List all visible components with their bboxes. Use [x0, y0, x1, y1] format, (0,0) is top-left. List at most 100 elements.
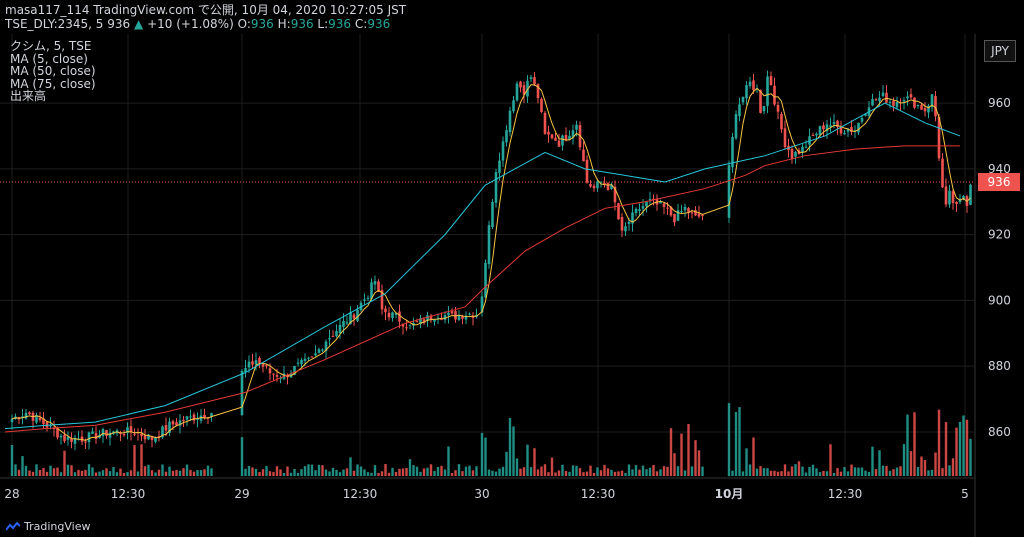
legend-ma75[interactable]: MA (75, close): [10, 76, 96, 91]
candle-body: [564, 134, 568, 141]
candle-body: [839, 127, 843, 134]
volume-bar: [962, 415, 965, 476]
volume-bar: [108, 471, 112, 476]
volume-bar: [59, 472, 63, 476]
volume-bar: [624, 472, 627, 476]
volume-bar: [501, 466, 505, 476]
candle-body: [468, 313, 471, 315]
currency-button[interactable]: JPY: [984, 40, 1016, 62]
volume-bar: [776, 471, 780, 476]
volume-bar: [613, 471, 617, 476]
volume-bar: [171, 470, 175, 476]
candle-body: [648, 198, 652, 200]
volume-bar: [447, 446, 450, 476]
volume-bar: [620, 470, 624, 476]
candle-body: [154, 437, 157, 442]
volume-bar: [585, 471, 589, 476]
y-tick-label: 920: [988, 228, 1011, 242]
legend-ma5[interactable]: MA (5, close): [10, 51, 88, 66]
candle-body: [864, 114, 867, 116]
volume-bar: [599, 470, 603, 476]
candle-body: [627, 221, 631, 225]
candle-body: [557, 140, 561, 147]
volume-bar: [839, 471, 843, 476]
candle-body: [825, 124, 829, 132]
volume-bar: [690, 466, 694, 476]
x-tick-label: 12:30: [111, 487, 146, 501]
volume-bar: [592, 472, 596, 476]
candle-body: [522, 85, 526, 95]
volume-bar: [345, 468, 349, 476]
x-tick-label: 30: [474, 487, 489, 501]
candle-body: [443, 314, 447, 320]
candle-body: [66, 436, 70, 440]
ohlc-open-value: 936: [250, 17, 274, 31]
candle-body: [56, 427, 59, 438]
candle-body: [533, 77, 536, 85]
volume-bar: [540, 466, 543, 476]
legend-volume[interactable]: 出来高: [10, 89, 47, 103]
volume-bar: [398, 468, 401, 476]
candle-body: [645, 201, 648, 207]
volume-bar: [669, 428, 673, 476]
volume-bar: [596, 467, 599, 476]
ma5-line: [11, 84, 971, 442]
candle-body: [776, 104, 780, 112]
volume-bar: [603, 464, 606, 476]
volume-bar: [324, 469, 328, 476]
volume-bar: [133, 445, 136, 476]
candle-body: [909, 94, 913, 98]
legend-symbol[interactable]: クシム, 5, TSE: [10, 39, 92, 53]
volume-bar: [115, 472, 119, 476]
volume-bar: [87, 464, 91, 476]
volume-bar: [136, 471, 140, 476]
candle-body: [199, 415, 203, 421]
candle-body: [582, 149, 585, 162]
candle-body: [244, 368, 247, 373]
volume-bar: [412, 465, 415, 476]
candle-body: [129, 426, 133, 433]
volume-bar: [617, 471, 620, 476]
candle-body: [258, 357, 261, 363]
candle-body: [734, 114, 738, 139]
volume-bar: [310, 464, 314, 476]
volume-bar: [35, 464, 38, 476]
candle-body: [766, 76, 769, 106]
volume-bar: [240, 437, 244, 476]
y-tick-label: 940: [988, 162, 1011, 176]
candle-body: [387, 312, 391, 318]
candle-body: [38, 417, 42, 421]
volume-bar: [804, 472, 808, 476]
volume-bar: [56, 467, 59, 476]
candle-body: [377, 281, 380, 292]
candle-body: [731, 137, 734, 168]
candle-body: [310, 356, 314, 358]
volume-bar: [892, 469, 895, 476]
legend-ma50[interactable]: MA (50, close): [10, 64, 96, 78]
candle-body: [324, 341, 328, 352]
candle-body: [42, 418, 45, 425]
volume-bar: [797, 461, 801, 476]
volume-bar: [189, 469, 192, 476]
candle-body: [105, 430, 108, 436]
candle-body: [59, 435, 63, 438]
volume-bar: [857, 467, 860, 476]
volume-bar: [52, 468, 56, 476]
candle-body: [585, 159, 589, 183]
candle-body: [554, 137, 557, 141]
volume-bar: [182, 468, 185, 476]
candle-body: [902, 100, 906, 102]
volume-bar: [31, 471, 35, 476]
volume-bar: [157, 469, 161, 476]
volume-bar: [168, 466, 171, 476]
candle-body: [662, 203, 666, 207]
header-title: masa117_114 TradingView.com で公開, 10月 04,…: [5, 3, 407, 17]
candle-body: [846, 129, 850, 132]
brand-label: TradingView: [24, 520, 91, 533]
volume-bar: [164, 471, 168, 476]
volume-bar: [275, 466, 279, 476]
volume-bar: [832, 472, 836, 476]
brand-footer[interactable]: TradingView: [6, 520, 90, 533]
volume-bar: [387, 472, 391, 476]
volume-bar: [571, 465, 575, 476]
